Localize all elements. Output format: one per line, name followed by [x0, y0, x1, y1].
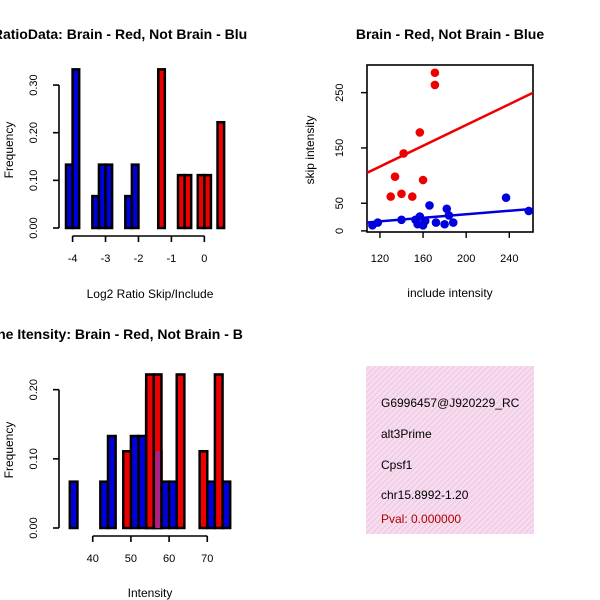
scatter-point-blue — [524, 206, 533, 216]
ratio-bar-blue — [130, 163, 140, 230]
ratio-bar-blue — [104, 163, 114, 230]
ratio-x-tick-label: -3 — [101, 253, 111, 265]
scatter-point-red — [430, 80, 440, 90]
intensity-bar-red — [213, 373, 224, 530]
ratio-x-tick-label: 0 — [201, 253, 207, 265]
scatter-point-red — [386, 192, 396, 201]
scatter-y-tick-label: 50 — [334, 197, 346, 209]
scatter-point-red — [390, 172, 400, 182]
scatter-point-blue — [397, 215, 406, 225]
scatter-point-red — [418, 175, 428, 185]
scatter-point-red — [397, 189, 406, 199]
scatter-x-tick-label: 240 — [500, 253, 518, 265]
ratio-x-tick-label: -1 — [167, 253, 177, 265]
scatter-point-red — [399, 149, 408, 158]
intensity-y-tick-label: 0.00 — [28, 517, 40, 538]
intensity-y-tick-label: 0.20 — [28, 379, 40, 400]
scatter-x-tick-label: 160 — [414, 253, 432, 265]
ratio-bar-blue — [71, 68, 81, 230]
intensity-y-tick-label: 0.10 — [28, 448, 40, 469]
intensity-bar-red — [175, 373, 186, 530]
ratio-bar-red — [156, 68, 167, 230]
scatter-point-blue — [431, 218, 441, 227]
ratio-bar-red — [183, 173, 193, 230]
scatter-x-tick-label: 120 — [371, 253, 389, 265]
info-event-type: alt3Prime — [381, 427, 432, 441]
scatter-point-blue — [373, 218, 383, 227]
intensity-x-tick-label: 50 — [125, 553, 137, 565]
ratio-bar-red — [203, 173, 213, 230]
scatter-title: Brain - Red, Not Brain - Blue — [356, 26, 544, 42]
ratio-ylabel: Frequency — [2, 122, 16, 179]
scatter-point-blue — [420, 216, 430, 226]
intensity-bar-blue — [106, 434, 117, 530]
scatter-xlabel: include intensity — [407, 286, 492, 300]
info-gene: Cpsf1 — [381, 458, 413, 472]
intensity-scatter: Brain - Red, Not Brain - Blue include in… — [303, 26, 544, 300]
ratio-title: RatioData: Brain - Red, Not Brain - Blu — [0, 26, 247, 42]
scatter-x-tick-label: 200 — [457, 253, 475, 265]
intensity-ylabel: Frequency — [2, 422, 16, 479]
scatter-point-blue — [448, 218, 458, 227]
scatter-point-blue — [442, 204, 452, 214]
intensity-bar-red — [122, 449, 133, 530]
intensity-xlabel: Intensity — [128, 586, 173, 600]
intensity-x-tick-label: 60 — [163, 553, 175, 565]
info-pval: Pval: 0.000000 — [381, 512, 461, 526]
info-location: chr15.8992-1.20 — [381, 488, 469, 502]
scatter-point-blue — [440, 219, 449, 229]
info-box: G6996457@J920229_RC alt3Prime Cpsf1 chr1… — [366, 366, 534, 534]
scatter-y-tick-label: 150 — [334, 139, 346, 157]
info-probe-id: G6996457@J920229_RC — [381, 396, 520, 410]
scatter-y-tick-label: 0 — [334, 228, 346, 234]
ratio-histogram: RatioData: Brain - Red, Not Brain - Blu … — [0, 26, 247, 301]
ratio-y-tick-label: 0.10 — [28, 170, 40, 191]
ratio-bar-red — [216, 120, 226, 230]
ratio-y-tick-label: 0.20 — [28, 122, 40, 143]
intensity-histogram: ne Itensity: Brain - Red, Not Brain - B … — [0, 326, 243, 600]
scatter-point-red — [430, 68, 440, 78]
intensity-bar-overlap — [155, 451, 160, 528]
ratio-x-tick-label: -2 — [134, 253, 144, 265]
intensity-title: ne Itensity: Brain - Red, Not Brain - B — [0, 326, 243, 342]
scatter-ylabel: skip intensity — [303, 116, 317, 185]
intensity-bar-blue — [68, 480, 79, 530]
intensity-x-tick-label: 40 — [87, 553, 99, 565]
scatter-y-tick-label: 250 — [334, 83, 346, 101]
scatter-point-red — [415, 128, 425, 137]
ratio-x-tick-label: -4 — [68, 253, 78, 265]
scatter-point-blue — [444, 211, 454, 220]
scatter-fit-line-red — [367, 91, 533, 174]
intensity-bar-red — [198, 449, 209, 530]
ratio-y-tick-label: 0.30 — [28, 74, 40, 95]
scatter-point-blue — [501, 193, 511, 203]
ratio-xlabel: Log2 Ratio Skip/Include — [87, 287, 214, 301]
scatter-point-blue — [425, 201, 434, 210]
intensity-x-tick-label: 70 — [201, 553, 213, 565]
scatter-point-red — [407, 192, 417, 201]
ratio-y-tick-label: 0.00 — [28, 217, 40, 238]
info-box-background — [366, 366, 534, 534]
